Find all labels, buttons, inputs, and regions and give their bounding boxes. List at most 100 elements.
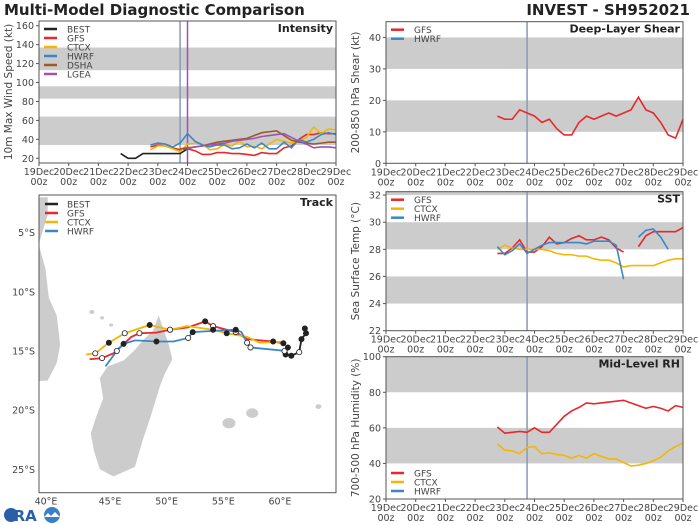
x-tick-label-hour: 00z bbox=[615, 177, 632, 188]
island bbox=[315, 404, 322, 410]
x-tick-label-day: 25Dec bbox=[549, 167, 579, 178]
track-position-marker bbox=[189, 329, 196, 336]
x-tick-label-hour: 00z bbox=[585, 345, 602, 356]
x-tick-label-day: 29Dec bbox=[668, 167, 698, 178]
x-tick-label-day: 27Dec bbox=[608, 335, 638, 346]
lon-tick-label: 60°E bbox=[269, 497, 292, 508]
x-tick-label-day: 20Dec bbox=[400, 503, 430, 514]
intensity-chart: 2040608010012014016019Dec00z20Dec00z21De… bbox=[3, 20, 351, 188]
legend-label: HWRF bbox=[414, 488, 441, 498]
legend-label: BEST bbox=[67, 201, 91, 211]
y-tick-label: 120 bbox=[16, 59, 34, 70]
series-line-gfs bbox=[496, 399, 684, 435]
track-position-marker bbox=[113, 347, 120, 354]
track-position-marker bbox=[298, 336, 305, 343]
chart-title: Intensity bbox=[278, 22, 333, 35]
x-tick-label-hour: 00z bbox=[674, 177, 691, 188]
x-tick-label-hour: 00z bbox=[556, 177, 573, 188]
africa-landmass bbox=[39, 197, 61, 382]
lon-tick-label: 45°E bbox=[99, 497, 122, 508]
island bbox=[109, 323, 114, 327]
figure-title: Multi-Model Diagnostic Comparison bbox=[4, 1, 305, 19]
series-line-ctcx bbox=[496, 442, 684, 467]
series-line-ctcx bbox=[496, 244, 683, 268]
shading-band bbox=[386, 276, 683, 304]
y-tick-label: 100 bbox=[16, 78, 34, 89]
x-tick-label-day: 19Dec bbox=[24, 167, 54, 178]
y-tick-label: 24 bbox=[369, 299, 381, 310]
legend-label: HWRF bbox=[414, 214, 441, 224]
x-tick-label-day: 26Dec bbox=[579, 335, 609, 346]
legend-label: HWRF bbox=[67, 228, 94, 238]
chart-title: Mid-Level RH bbox=[598, 358, 680, 371]
y-tick-label: 30 bbox=[369, 218, 381, 229]
madagascar-landmass bbox=[90, 315, 173, 477]
island bbox=[246, 408, 259, 418]
x-tick-label-day: 28Dec bbox=[638, 335, 668, 346]
y-tick-label: 160 bbox=[16, 21, 34, 32]
x-tick-label-day: 28Dec bbox=[638, 503, 668, 514]
x-tick-label-day: 21Dec bbox=[83, 167, 113, 178]
series-line-hwrf bbox=[150, 131, 337, 150]
rh-chart: 2040608010019Dec00z20Dec00z21Dec00z22Dec… bbox=[350, 352, 698, 524]
x-tick-label-day: 19Dec bbox=[371, 335, 401, 346]
x-tick-label-hour: 00z bbox=[179, 177, 196, 188]
x-tick-label-day: 23Dec bbox=[490, 335, 520, 346]
y-axis-label: Sea Surface Temp (°C) bbox=[350, 202, 362, 320]
y-tick-label: 0 bbox=[375, 159, 381, 170]
x-tick-label-hour: 00z bbox=[645, 513, 662, 524]
sst-chart: 22242628303219Dec00z20Dec00z21Dec00z22De… bbox=[350, 191, 698, 356]
x-tick-label-hour: 00z bbox=[526, 177, 543, 188]
y-tick-label: 20 bbox=[22, 154, 34, 165]
x-tick-label-day: 23Dec bbox=[490, 503, 520, 514]
x-tick-label-day: 25Dec bbox=[549, 335, 579, 346]
track-position-marker bbox=[121, 330, 128, 337]
chart-title: Track bbox=[300, 196, 334, 209]
y-tick-label: 28 bbox=[369, 245, 381, 256]
x-tick-label-day: 21Dec bbox=[430, 167, 460, 178]
x-tick-label-hour: 00z bbox=[467, 177, 484, 188]
lon-tick-label: 40°E bbox=[35, 497, 58, 508]
x-tick-label-day: 24Dec bbox=[519, 503, 549, 514]
x-tick-label-day: 20Dec bbox=[400, 167, 430, 178]
track-position-marker bbox=[247, 344, 254, 351]
x-tick-label-day: 27Dec bbox=[608, 167, 638, 178]
x-tick-label-hour: 00z bbox=[467, 513, 484, 524]
track-position-marker bbox=[288, 352, 295, 359]
x-tick-label-day: 23Dec bbox=[143, 167, 173, 178]
map-frame bbox=[38, 194, 337, 494]
legend-label: HWRF bbox=[67, 53, 94, 63]
track-position-marker bbox=[185, 334, 192, 341]
track-position-marker bbox=[296, 349, 303, 356]
shading-band bbox=[386, 37, 683, 69]
island bbox=[89, 309, 95, 314]
y-tick-label: 32 bbox=[369, 191, 381, 202]
x-tick-label-hour: 00z bbox=[209, 177, 226, 188]
lon-tick-label: 50°E bbox=[155, 497, 178, 508]
x-tick-label-hour: 00z bbox=[496, 345, 513, 356]
legend-label: GFS bbox=[414, 26, 432, 36]
track-chart: 40°E 45°E 50°E 55°E 60°E 5°S 10°S 15°S 20°S 25°S T… bbox=[12, 194, 337, 508]
x-tick-label-day: 28Dec bbox=[291, 167, 321, 178]
x-tick-label-day: 20Dec bbox=[53, 167, 83, 178]
lat-tick-label: 10°S bbox=[12, 287, 35, 298]
track-position-marker bbox=[167, 326, 174, 333]
legend-label: HWRF bbox=[414, 35, 441, 45]
y-axis-label: 10m Max Wind Speed (kt) bbox=[3, 24, 15, 160]
x-tick-label-hour: 00z bbox=[585, 513, 602, 524]
y-tick-label: 40 bbox=[22, 135, 34, 146]
x-tick-label-day: 22Dec bbox=[460, 503, 490, 514]
y-axis-label: 200-850 hPa Shear (kt) bbox=[350, 32, 362, 154]
x-tick-label-hour: 00z bbox=[645, 345, 662, 356]
x-tick-label-hour: 00z bbox=[149, 177, 166, 188]
x-tick-label-day: 25Dec bbox=[202, 167, 232, 178]
x-tick-label-hour: 00z bbox=[30, 177, 47, 188]
track-position-marker bbox=[280, 340, 287, 347]
track-position-marker bbox=[223, 330, 230, 337]
x-tick-label-day: 29Dec bbox=[668, 503, 698, 514]
series-line-ctcx bbox=[150, 125, 337, 153]
track-position-marker bbox=[153, 338, 160, 345]
x-tick-label-day: 22Dec bbox=[460, 167, 490, 178]
x-tick-label-hour: 00z bbox=[327, 177, 344, 188]
